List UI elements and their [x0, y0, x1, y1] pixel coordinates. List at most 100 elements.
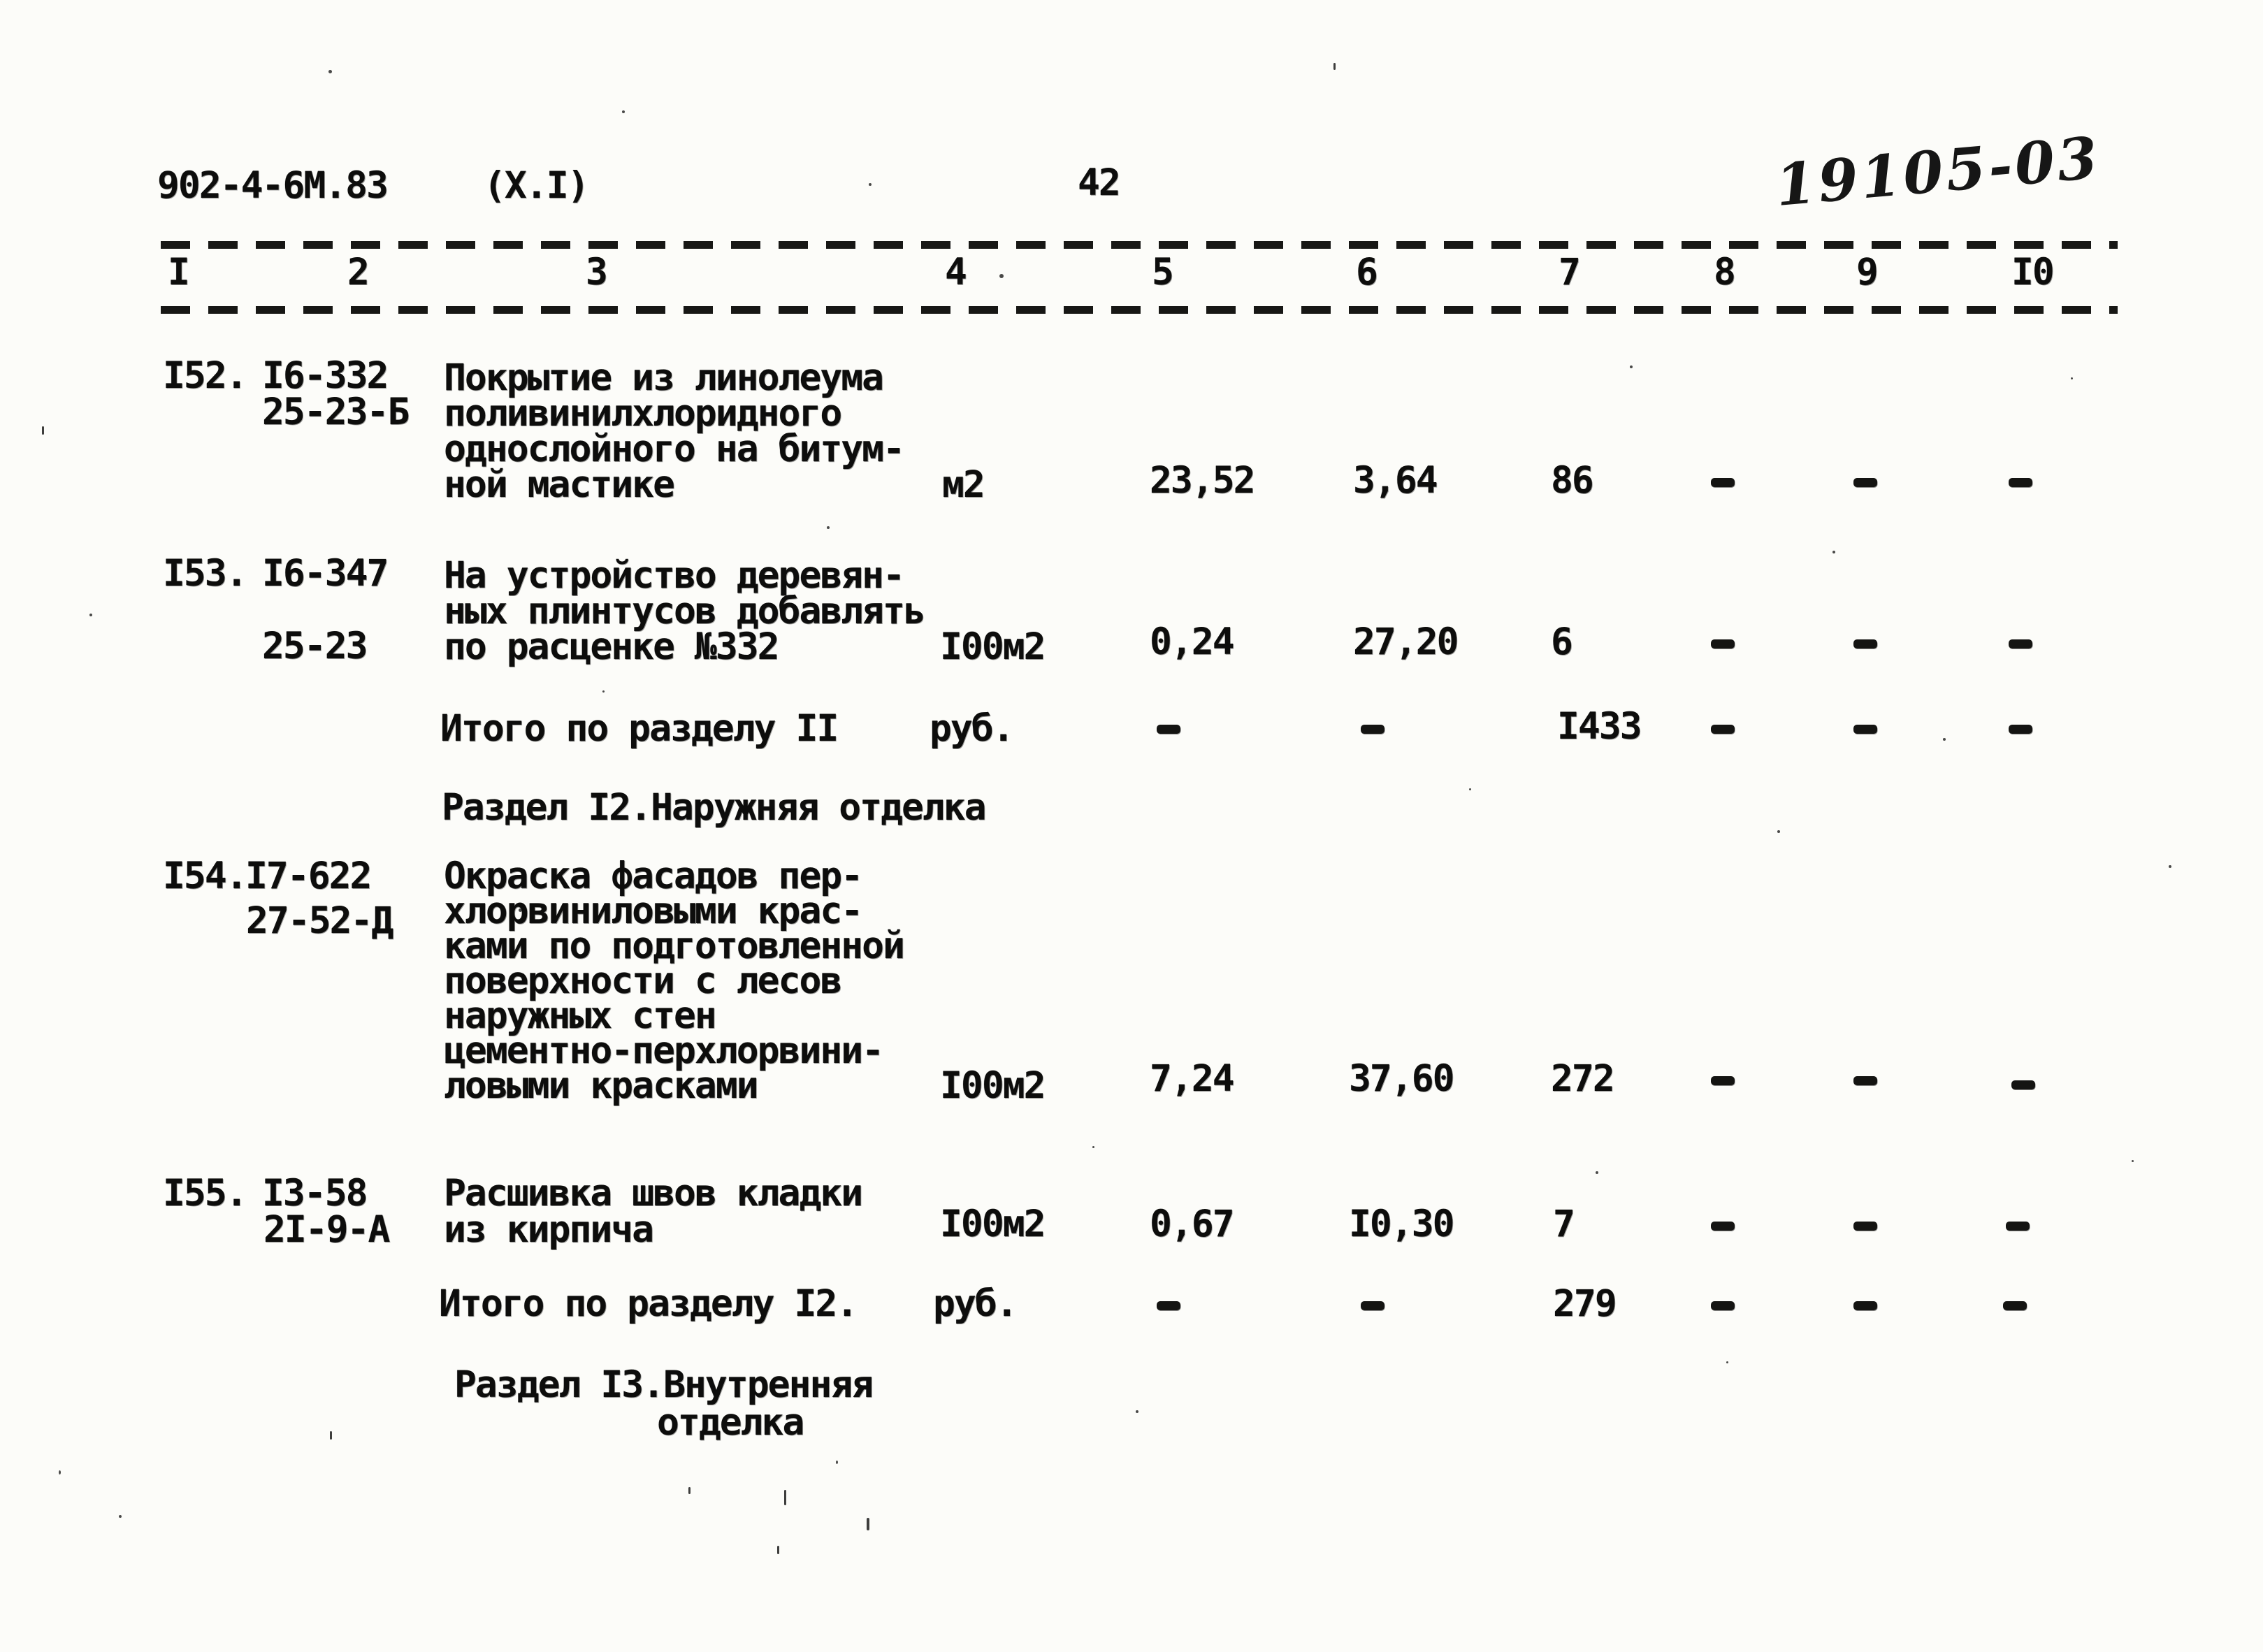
subtotal-11-col8-dash — [1711, 725, 1735, 734]
row-152-unit: м2 — [942, 463, 985, 506]
row-154-total: 272 — [1551, 1057, 1615, 1100]
row-154-desc-line-6: цементно-перхлорвини- — [444, 1029, 884, 1072]
subtotal-12-price-dash — [1361, 1301, 1384, 1310]
row-154-col8-dash — [1711, 1076, 1735, 1085]
scan-speck — [59, 1470, 61, 1475]
col-header-3: 3 — [586, 251, 608, 294]
subtotal-11-qty-dash — [1157, 725, 1180, 734]
subtotal-12-col8-dash — [1711, 1301, 1735, 1310]
row-152-desc-line-4: ной мастике — [444, 463, 675, 506]
col-header-8: 8 — [1714, 251, 1736, 294]
row-154-qty: 7,24 — [1150, 1057, 1235, 1100]
subtotal-12-col9-dash — [1853, 1301, 1877, 1310]
col-header-7: 7 — [1559, 251, 1581, 294]
scan-speck — [1630, 365, 1633, 368]
row-155-col8-dash — [1711, 1222, 1735, 1231]
row-154-desc-line-2: хлорвиниловыми крас- — [444, 890, 863, 932]
row-155-col10-dash — [2006, 1222, 2030, 1231]
section-13-heading-line-2: отделка — [657, 1401, 804, 1444]
row-153-qty: 0,24 — [1150, 621, 1235, 663]
row-153-unit: I00м2 — [940, 625, 1046, 668]
scan-speck — [867, 1518, 869, 1530]
row-153-col8-dash — [1711, 639, 1735, 649]
row-154-code-2: 27-52-Д — [246, 899, 393, 942]
col-header-6: 6 — [1356, 251, 1378, 294]
row-152-total: 86 — [1551, 459, 1594, 502]
row-153-desc-line-3: по расценке №332 — [444, 625, 780, 668]
row-154-desc-line-4: поверхности с лесов — [444, 959, 842, 1002]
row-155-total: 7 — [1553, 1203, 1575, 1245]
row-152-col8-dash — [1711, 478, 1735, 487]
table-top-rule — [161, 241, 2118, 249]
scan-speck — [1092, 1146, 1094, 1148]
col-header-1: I — [168, 251, 190, 294]
row-152-desc-line-2: поливинилхлоридного — [444, 392, 842, 435]
row-152-price: 3,64 — [1353, 459, 1438, 502]
scan-speck — [1333, 63, 1336, 70]
row-152-code-2: 25-23-Б — [262, 391, 410, 433]
row-154-col9-dash — [1853, 1076, 1877, 1085]
subtotal-12-unit: руб. — [933, 1282, 1018, 1325]
scan-speck — [1777, 830, 1780, 833]
row-155-unit: I00м2 — [940, 1203, 1046, 1245]
scan-speck — [328, 70, 332, 73]
subtotal-12-col10-dash — [2003, 1301, 2027, 1310]
row-153-desc-line-1: На устройство деревян- — [444, 554, 905, 597]
scan-speck — [119, 1515, 122, 1518]
row-155-code-1: I3-58 — [262, 1172, 368, 1215]
col-header-10: I0 — [2011, 251, 2055, 294]
scan-speck — [1726, 1361, 1728, 1363]
scan-speck — [2169, 865, 2171, 868]
row-152-col10-dash — [2009, 478, 2032, 487]
scan-speck — [1469, 788, 1471, 790]
subtotal-12-qty-dash — [1157, 1301, 1180, 1310]
subtotal-11-price-dash — [1361, 725, 1384, 734]
scan-speck — [89, 614, 92, 616]
row-152-code-1: I6-332 — [262, 354, 389, 397]
scan-speck — [602, 690, 605, 693]
col-header-2: 2 — [347, 251, 370, 294]
row-155-num: I55. — [163, 1172, 248, 1215]
handwritten-number: 19105-03 — [1772, 124, 2103, 220]
subtotal-11-col9-dash — [1853, 725, 1877, 734]
row-153-col10-dash — [2009, 639, 2032, 649]
scan-speck — [836, 1461, 838, 1464]
row-153-num: I53. — [163, 552, 248, 595]
scan-speck — [999, 274, 1004, 278]
col-header-9: 9 — [1856, 251, 1879, 294]
row-154-desc-line-5: наружных стен — [444, 994, 717, 1037]
row-152-desc-line-1: Покрытие из линолеума — [444, 356, 884, 399]
scan-speck — [42, 426, 44, 435]
row-154-unit: I00м2 — [940, 1064, 1046, 1107]
row-155-col9-dash — [1853, 1222, 1877, 1231]
row-155-desc-line-2: из кирпича — [444, 1208, 654, 1251]
scan-speck — [827, 526, 830, 529]
row-153-code-2: 25-23 — [262, 625, 368, 667]
row-152-qty: 23,52 — [1150, 459, 1256, 502]
row-153-desc-line-2: ных плинтусов добавлять — [444, 590, 926, 632]
scan-speck — [1943, 738, 1946, 741]
row-152-num: I52. — [163, 354, 248, 397]
subtotal-11-label: Итого по разделу II — [440, 707, 839, 750]
row-153-total: 6 — [1551, 621, 1573, 663]
row-152-desc-line-3: однослойного на битум- — [444, 428, 905, 470]
row-152-col9-dash — [1853, 478, 1877, 487]
subtotal-11-total: I433 — [1557, 705, 1642, 748]
row-154-desc-line-3: ками по подготовленной — [444, 925, 905, 967]
section-12-heading: Раздел I2.Наружняя отделка — [442, 786, 987, 829]
row-154-desc-line-7: ловыми красками — [444, 1064, 759, 1107]
row-155-qty: 0,67 — [1150, 1203, 1235, 1245]
row-155-desc-line-1: Расшивка швов кладки — [444, 1172, 863, 1215]
row-154-desc-line-1: Окраска фасадов пер- — [444, 855, 863, 897]
row-153-col9-dash — [1853, 639, 1877, 649]
col-header-5: 5 — [1152, 251, 1174, 294]
section-ref: (X.I) — [484, 164, 590, 207]
scan-speck — [1832, 551, 1835, 553]
subtotal-12-total: 279 — [1553, 1282, 1617, 1325]
row-154-col10-dash — [2011, 1080, 2035, 1089]
row-153-price: 27,20 — [1353, 621, 1459, 663]
row-155-code-2: 2I-9-А — [263, 1208, 390, 1251]
scan-speck — [330, 1431, 332, 1440]
subtotal-12-label: Итого по разделу I2. — [439, 1282, 858, 1325]
